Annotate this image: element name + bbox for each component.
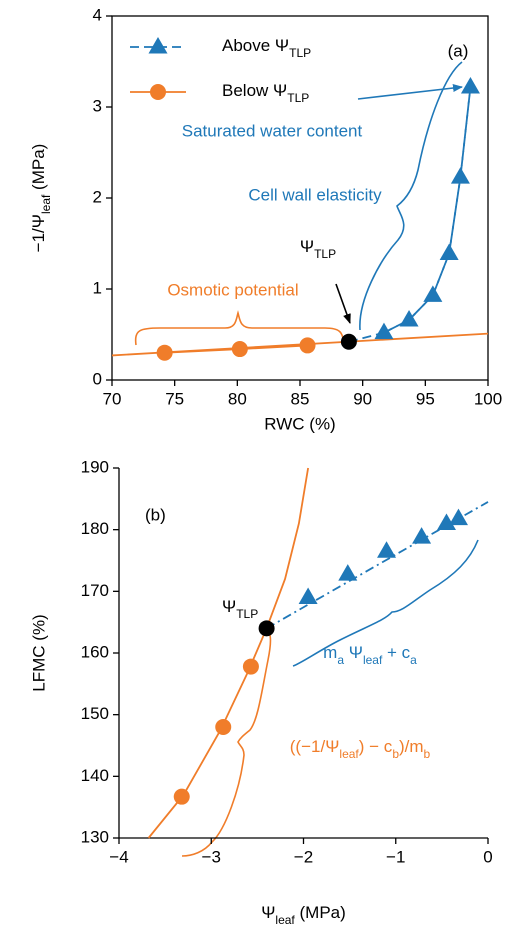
triangle-marker [148,37,168,54]
x-tick-label: 0 [483,847,492,866]
annotation: Saturated water content [182,121,363,140]
triangle-marker [448,508,468,526]
x-tick-label: −4 [109,847,128,866]
annotation: ΨTLP [222,597,258,621]
y-tick-label: 170 [81,581,109,600]
circle-marker [242,658,259,675]
x-tick-label: 85 [291,389,310,408]
y-tick-label: 130 [81,827,109,846]
triangle-marker [460,76,480,94]
x-axis-label: RWC (%) [264,414,335,433]
x-tick-label: 70 [103,389,122,408]
y-axis-label-part: leaf [39,194,53,214]
circle-marker [340,333,357,350]
circle-marker [173,788,190,805]
legend-label-part: Above Ψ [222,36,289,55]
brace [359,61,463,331]
triangle-marker [423,285,443,302]
x-axis-label-part: Ψ [261,903,275,922]
x-tick-label: 90 [353,389,372,408]
circle-marker [231,341,248,358]
circle-marker [150,84,166,100]
annotation: Osmotic potential [167,280,298,299]
annotation-part: Ψ [222,597,236,616]
y-axis-label: −1/Ψleaf (MPa) [29,144,53,253]
x-axis-label: Ψleaf (MPa) [261,903,346,927]
annotation-part: Ψ [300,237,314,256]
annotation-part: + c [382,643,410,662]
annotation: (a) [448,41,469,60]
y-axis-label-part: (MPa) [29,144,48,195]
annotation-part: a [337,653,344,667]
annotation-part: ) − c [359,737,393,756]
y-axis-label: LFMC (%) [29,614,48,691]
triangle-marker [298,587,318,604]
circle-marker [299,337,316,354]
legend-label: Below ΨTLP [222,81,309,105]
y-tick-label: 150 [81,704,109,723]
arrow [357,84,463,100]
circle-marker [258,620,275,637]
y-tick-label: 2 [93,187,102,206]
annotation-part: Ψ [344,643,363,662]
brace [181,624,272,857]
x-tick-label: 80 [228,389,247,408]
triangle-marker [374,322,394,340]
annotation-part: leaf [339,747,359,761]
series-line [147,467,309,839]
series-line [348,86,472,343]
x-tick-label: −1 [386,847,405,866]
annotation: (b) [145,505,166,524]
brace [292,539,479,667]
x-tick-label: −3 [202,847,221,866]
annotation-part: ((−1/Ψ [290,737,340,756]
x-tick-label: −2 [294,847,313,866]
x-tick-label: 75 [165,389,184,408]
x-axis-label-part: (MPa) [295,903,346,922]
triangle-marker [377,541,397,558]
x-tick-label: 95 [416,389,435,408]
triangle-marker [338,564,358,581]
arrow [335,283,351,324]
y-tick-label: 0 [93,369,102,388]
triangle-marker [450,167,470,184]
annotation-part: TLP [236,607,258,621]
circle-marker [156,344,173,361]
legend-label-part: TLP [287,91,309,105]
y-tick-label: 190 [81,457,109,476]
triangle-marker [439,243,459,261]
legend-label: Above ΨTLP [222,36,311,60]
annotation-part: a [410,653,417,667]
annotation-part: b [392,747,399,761]
series-line [383,86,472,334]
y-axis-label-part: −1/Ψ [29,214,48,252]
annotation: ΨTLP [300,237,336,261]
annotation-part: )/m [399,737,424,756]
x-axis-label-part: leaf [275,913,295,927]
y-tick-label: 160 [81,642,109,661]
triangle-marker [412,527,432,544]
y-tick-label: 140 [81,766,109,785]
annotation-part: b [424,747,431,761]
annotation-part: m [323,643,337,662]
triangle-marker [399,309,419,327]
y-tick-label: 4 [93,5,102,24]
annotation-part: leaf [363,653,383,667]
annotation: ((−1/Ψleaf) − cb)/mb [290,737,431,761]
brace [134,310,345,346]
x-tick-label: 100 [474,389,502,408]
annotation: Cell wall elasticity [248,185,382,204]
legend-label-part: TLP [289,46,311,60]
annotation: ma Ψleaf + ca [323,643,417,667]
y-tick-label: 1 [93,278,102,297]
annotation-part: TLP [314,247,336,261]
legend-label-part: Below Ψ [222,81,287,100]
circle-marker [215,719,232,735]
y-tick-label: 3 [93,96,102,115]
triangle-marker [436,513,456,530]
y-tick-label: 180 [81,519,109,538]
